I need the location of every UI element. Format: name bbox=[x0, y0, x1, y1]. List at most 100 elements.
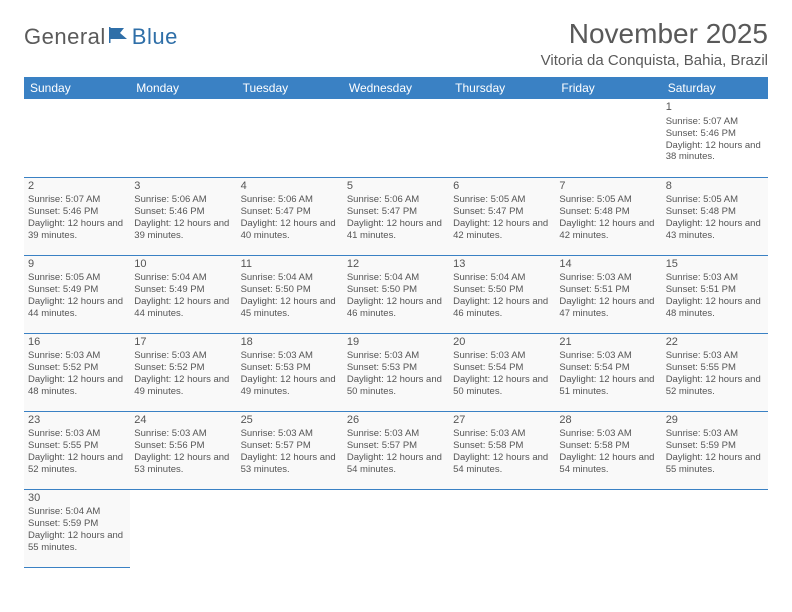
sunset-line: Sunset: 5:49 PM bbox=[134, 284, 232, 296]
day-cell: 14Sunrise: 5:03 AMSunset: 5:51 PMDayligh… bbox=[555, 255, 661, 333]
daylight-line: Daylight: 12 hours and 39 minutes. bbox=[28, 218, 126, 242]
day-number: 7 bbox=[559, 180, 657, 194]
day-cell: 18Sunrise: 5:03 AMSunset: 5:53 PMDayligh… bbox=[237, 333, 343, 411]
weekday-header: Wednesday bbox=[343, 77, 449, 99]
daylight-line: Daylight: 12 hours and 54 minutes. bbox=[453, 452, 551, 476]
daylight-line: Daylight: 12 hours and 42 minutes. bbox=[559, 218, 657, 242]
daylight-line: Daylight: 12 hours and 50 minutes. bbox=[453, 374, 551, 398]
day-cell: 10Sunrise: 5:04 AMSunset: 5:49 PMDayligh… bbox=[130, 255, 236, 333]
daylight-line: Daylight: 12 hours and 53 minutes. bbox=[241, 452, 339, 476]
day-cell: 30Sunrise: 5:04 AMSunset: 5:59 PMDayligh… bbox=[24, 489, 130, 567]
calendar-body: 1Sunrise: 5:07 AMSunset: 5:46 PMDaylight… bbox=[24, 99, 768, 567]
empty-cell bbox=[343, 489, 449, 567]
day-number: 16 bbox=[28, 336, 126, 350]
sunset-line: Sunset: 5:48 PM bbox=[666, 206, 764, 218]
day-number: 27 bbox=[453, 414, 551, 428]
sunrise-line: Sunrise: 5:03 AM bbox=[134, 350, 232, 362]
day-number: 19 bbox=[347, 336, 445, 350]
sunrise-line: Sunrise: 5:03 AM bbox=[241, 428, 339, 440]
day-number: 26 bbox=[347, 414, 445, 428]
calendar-row: 1Sunrise: 5:07 AMSunset: 5:46 PMDaylight… bbox=[24, 99, 768, 177]
sunset-line: Sunset: 5:54 PM bbox=[453, 362, 551, 374]
daylight-line: Daylight: 12 hours and 38 minutes. bbox=[666, 140, 764, 164]
daylight-line: Daylight: 12 hours and 48 minutes. bbox=[28, 374, 126, 398]
sunrise-line: Sunrise: 5:06 AM bbox=[241, 194, 339, 206]
day-cell: 6Sunrise: 5:05 AMSunset: 5:47 PMDaylight… bbox=[449, 177, 555, 255]
sunset-line: Sunset: 5:52 PM bbox=[28, 362, 126, 374]
calendar-table: SundayMondayTuesdayWednesdayThursdayFrid… bbox=[24, 77, 768, 568]
calendar-row: 2Sunrise: 5:07 AMSunset: 5:46 PMDaylight… bbox=[24, 177, 768, 255]
day-number: 12 bbox=[347, 258, 445, 272]
weekday-header-row: SundayMondayTuesdayWednesdayThursdayFrid… bbox=[24, 77, 768, 99]
sunset-line: Sunset: 5:47 PM bbox=[347, 206, 445, 218]
empty-cell bbox=[449, 489, 555, 567]
day-number: 17 bbox=[134, 336, 232, 350]
daylight-line: Daylight: 12 hours and 44 minutes. bbox=[28, 296, 126, 320]
weekday-header: Friday bbox=[555, 77, 661, 99]
day-cell: 13Sunrise: 5:04 AMSunset: 5:50 PMDayligh… bbox=[449, 255, 555, 333]
day-cell: 29Sunrise: 5:03 AMSunset: 5:59 PMDayligh… bbox=[662, 411, 768, 489]
daylight-line: Daylight: 12 hours and 40 minutes. bbox=[241, 218, 339, 242]
sunset-line: Sunset: 5:50 PM bbox=[241, 284, 339, 296]
day-number: 21 bbox=[559, 336, 657, 350]
sunrise-line: Sunrise: 5:04 AM bbox=[28, 506, 126, 518]
daylight-line: Daylight: 12 hours and 39 minutes. bbox=[134, 218, 232, 242]
sunrise-line: Sunrise: 5:05 AM bbox=[559, 194, 657, 206]
sunrise-line: Sunrise: 5:04 AM bbox=[134, 272, 232, 284]
empty-cell bbox=[237, 99, 343, 177]
calendar-row: 16Sunrise: 5:03 AMSunset: 5:52 PMDayligh… bbox=[24, 333, 768, 411]
sunset-line: Sunset: 5:51 PM bbox=[559, 284, 657, 296]
sunrise-line: Sunrise: 5:03 AM bbox=[559, 272, 657, 284]
sunrise-line: Sunrise: 5:03 AM bbox=[28, 350, 126, 362]
day-cell: 16Sunrise: 5:03 AMSunset: 5:52 PMDayligh… bbox=[24, 333, 130, 411]
sunset-line: Sunset: 5:48 PM bbox=[559, 206, 657, 218]
sunrise-line: Sunrise: 5:07 AM bbox=[28, 194, 126, 206]
day-number: 25 bbox=[241, 414, 339, 428]
daylight-line: Daylight: 12 hours and 49 minutes. bbox=[241, 374, 339, 398]
day-cell: 28Sunrise: 5:03 AMSunset: 5:58 PMDayligh… bbox=[555, 411, 661, 489]
daylight-line: Daylight: 12 hours and 46 minutes. bbox=[453, 296, 551, 320]
weekday-header: Saturday bbox=[662, 77, 768, 99]
sunrise-line: Sunrise: 5:03 AM bbox=[241, 350, 339, 362]
day-cell: 20Sunrise: 5:03 AMSunset: 5:54 PMDayligh… bbox=[449, 333, 555, 411]
daylight-line: Daylight: 12 hours and 51 minutes. bbox=[559, 374, 657, 398]
day-number: 28 bbox=[559, 414, 657, 428]
sunset-line: Sunset: 5:53 PM bbox=[241, 362, 339, 374]
daylight-line: Daylight: 12 hours and 55 minutes. bbox=[666, 452, 764, 476]
daylight-line: Daylight: 12 hours and 42 minutes. bbox=[453, 218, 551, 242]
daylight-line: Daylight: 12 hours and 52 minutes. bbox=[28, 452, 126, 476]
sunrise-line: Sunrise: 5:04 AM bbox=[241, 272, 339, 284]
title-block: November 2025 Vitoria da Conquista, Bahi… bbox=[541, 18, 768, 75]
day-cell: 24Sunrise: 5:03 AMSunset: 5:56 PMDayligh… bbox=[130, 411, 236, 489]
sunrise-line: Sunrise: 5:07 AM bbox=[666, 116, 764, 128]
day-cell: 23Sunrise: 5:03 AMSunset: 5:55 PMDayligh… bbox=[24, 411, 130, 489]
sunset-line: Sunset: 5:50 PM bbox=[453, 284, 551, 296]
day-number: 4 bbox=[241, 180, 339, 194]
sunrise-line: Sunrise: 5:05 AM bbox=[666, 194, 764, 206]
sunrise-line: Sunrise: 5:03 AM bbox=[666, 428, 764, 440]
location: Vitoria da Conquista, Bahia, Brazil bbox=[541, 52, 768, 69]
sunset-line: Sunset: 5:59 PM bbox=[28, 518, 126, 530]
day-cell: 15Sunrise: 5:03 AMSunset: 5:51 PMDayligh… bbox=[662, 255, 768, 333]
sunset-line: Sunset: 5:47 PM bbox=[241, 206, 339, 218]
day-number: 24 bbox=[134, 414, 232, 428]
daylight-line: Daylight: 12 hours and 43 minutes. bbox=[666, 218, 764, 242]
sunset-line: Sunset: 5:58 PM bbox=[453, 440, 551, 452]
day-number: 6 bbox=[453, 180, 551, 194]
day-cell: 26Sunrise: 5:03 AMSunset: 5:57 PMDayligh… bbox=[343, 411, 449, 489]
sunrise-line: Sunrise: 5:03 AM bbox=[453, 428, 551, 440]
day-number: 29 bbox=[666, 414, 764, 428]
day-cell: 22Sunrise: 5:03 AMSunset: 5:55 PMDayligh… bbox=[662, 333, 768, 411]
day-cell: 17Sunrise: 5:03 AMSunset: 5:52 PMDayligh… bbox=[130, 333, 236, 411]
day-cell: 3Sunrise: 5:06 AMSunset: 5:46 PMDaylight… bbox=[130, 177, 236, 255]
daylight-line: Daylight: 12 hours and 45 minutes. bbox=[241, 296, 339, 320]
sunset-line: Sunset: 5:55 PM bbox=[666, 362, 764, 374]
sunrise-line: Sunrise: 5:03 AM bbox=[559, 428, 657, 440]
empty-cell bbox=[24, 99, 130, 177]
day-number: 15 bbox=[666, 258, 764, 272]
daylight-line: Daylight: 12 hours and 48 minutes. bbox=[666, 296, 764, 320]
day-cell: 19Sunrise: 5:03 AMSunset: 5:53 PMDayligh… bbox=[343, 333, 449, 411]
sunrise-line: Sunrise: 5:03 AM bbox=[453, 350, 551, 362]
daylight-line: Daylight: 12 hours and 55 minutes. bbox=[28, 530, 126, 554]
sunrise-line: Sunrise: 5:06 AM bbox=[347, 194, 445, 206]
